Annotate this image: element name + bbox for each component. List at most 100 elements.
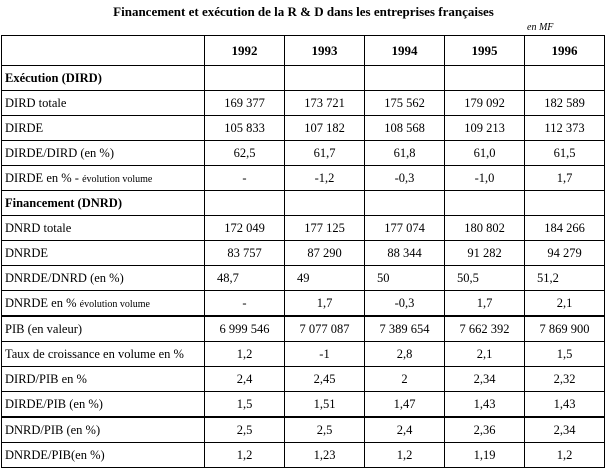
table-cell [284, 190, 365, 216]
row-label-small: évolution volume [79, 298, 150, 310]
table-cell: 2,36 [444, 416, 525, 443]
table-row: DNRD/PIB (en %) 2,5 2,5 2,4 2,36 2,34 [1, 416, 605, 443]
table-cell: 7 077 087 [284, 315, 365, 342]
row-label-text: DIRD totale [5, 95, 67, 110]
table-row: DNRD totale 172 049 177 125 177 074 180 802 1… [1, 215, 605, 241]
table-cell: -1,2 [284, 165, 365, 191]
row-label: DIRDE en % - évolution volume [1, 165, 205, 191]
table-cell: 108 568 [364, 115, 445, 141]
table-cell: 2,32 [524, 366, 605, 392]
table-cell: 1,2 [204, 341, 285, 367]
row-label: Financement (DNRD) [1, 190, 205, 216]
row-label-text: DIRDE/DIRD (en %) [5, 145, 115, 160]
table-row: Exécution (DIRD) [1, 65, 605, 91]
header-year: 1993 [284, 35, 365, 66]
table-cell: 1,7 [284, 290, 365, 317]
table-row: DIRDE en % - évolution volume - -1,2 -0,3 -1… [1, 165, 605, 191]
table-cell [284, 65, 365, 91]
table-cell: 177 125 [284, 215, 365, 241]
table-row: DIRDE 105 833 107 182 108 568 109 213 112 373 [1, 115, 605, 141]
table-row: PIB (en valeur) 6 999 546 7 077 087 7 389 6… [1, 315, 605, 342]
header-year: 1996 [524, 35, 605, 66]
table-cell: 61,7 [284, 140, 365, 166]
row-label: Exécution (DIRD) [1, 65, 205, 91]
row-label-text: PIB (en valeur) [5, 321, 83, 336]
table-cell: 109 213 [444, 115, 525, 141]
table-cell: 1,2 [524, 442, 605, 468]
row-label-small: évolution volume [82, 173, 153, 185]
table-cell [364, 65, 445, 91]
table-cell: 105 833 [204, 115, 285, 141]
table-cell: 49 [284, 265, 365, 291]
table-cell: - [204, 290, 285, 317]
table-cell: 1,5 [204, 391, 285, 418]
header-year: 1992 [204, 35, 285, 66]
table-cell [204, 65, 285, 91]
table-cell: 2,34 [444, 366, 525, 392]
table-cell: 2,4 [204, 366, 285, 392]
table-cell [524, 190, 605, 216]
table-cell: 179 092 [444, 90, 525, 116]
header-empty [1, 35, 205, 66]
table-row: DNRDE/PIB(en %) 1,2 1,23 1,2 1,19 1,2 [1, 442, 605, 468]
table-cell: 173 721 [284, 90, 365, 116]
table-cell: 1,5 [524, 341, 605, 367]
row-label: Taux de croissance en volume en % [1, 341, 205, 367]
row-label-text: DNRD totale [5, 220, 72, 235]
table-cell: 180 802 [444, 215, 525, 241]
table-cell: 61,0 [444, 140, 525, 166]
row-label-text: Exécution (DIRD) [5, 70, 102, 85]
table-cell: -1,0 [444, 165, 525, 191]
row-label: DIRD totale [1, 90, 205, 116]
row-label: DNRD/PIB (en %) [1, 416, 205, 443]
row-label: PIB (en valeur) [1, 315, 205, 342]
table-row: DNRDE 83 757 87 290 88 344 91 282 94 279 [1, 240, 605, 266]
table-row: DIRD/PIB en % 2,4 2,45 2 2,34 2,32 [1, 366, 605, 392]
row-label: DNRDE/PIB(en %) [1, 442, 205, 468]
table-cell: 2,8 [364, 341, 445, 367]
table-cell: 88 344 [364, 240, 445, 266]
page-title: Financement et exécution de la R & D dan… [113, 4, 494, 19]
table-cell: 7 389 654 [364, 315, 445, 342]
table-cell: -1 [284, 341, 365, 367]
row-label-text: DIRDE [5, 120, 44, 135]
row-label: DNRDE en % évolution volume [1, 290, 205, 317]
table-cell: 175 562 [364, 90, 445, 116]
table-row: DIRD totale 169 377 173 721 175 562 179 092 1… [1, 90, 605, 116]
table-cell: 91 282 [444, 240, 525, 266]
table-cell: 50,5 [444, 265, 525, 291]
table-cell [524, 65, 605, 91]
table-cell: 2,45 [284, 366, 365, 392]
table-cell: 1,19 [444, 442, 525, 468]
table-cell: 2 [364, 366, 445, 392]
table-cell: 7 662 392 [444, 315, 525, 342]
row-label: DIRDE [1, 115, 205, 141]
table-cell: -0,3 [364, 165, 445, 191]
table-cell: 112 373 [524, 115, 605, 141]
unit-label: en MF [527, 22, 554, 33]
row-label: DNRDE [1, 240, 205, 266]
row-label-text: DIRD/PIB en % [5, 371, 87, 386]
table-cell: 177 074 [364, 215, 445, 241]
table-cell: 1,51 [284, 391, 365, 418]
table-cell: 61,8 [364, 140, 445, 166]
table-cell [204, 190, 285, 216]
row-label: DIRDE/DIRD (en %) [1, 140, 205, 166]
table-cell: 2,34 [524, 416, 605, 443]
table-cell: 1,47 [364, 391, 445, 418]
row-label-text: DNRDE/PIB(en %) [5, 447, 105, 462]
row-label-text: DNRD/PIB (en %) [5, 422, 101, 437]
table-row: DIRDE/PIB (en %) 1,5 1,51 1,47 1,43 1,43 [1, 391, 605, 418]
table-cell: 61,5 [524, 140, 605, 166]
row-label: DNRDE/DNRD (en %) [1, 265, 205, 291]
table-cell: 2,5 [204, 416, 285, 443]
row-label-text: DNRDE [5, 245, 49, 260]
table-row: DIRDE/DIRD (en %) 62,5 61,7 61,8 61,0 61,5 [1, 140, 605, 166]
table-cell: 1,43 [444, 391, 525, 418]
table-cell: 1,7 [444, 290, 525, 317]
row-label-text: DNRDE en % [5, 295, 80, 310]
table-cell: 87 290 [284, 240, 365, 266]
table-cell [364, 190, 445, 216]
header-year: 1995 [444, 35, 525, 66]
table-cell: 1,43 [524, 391, 605, 418]
